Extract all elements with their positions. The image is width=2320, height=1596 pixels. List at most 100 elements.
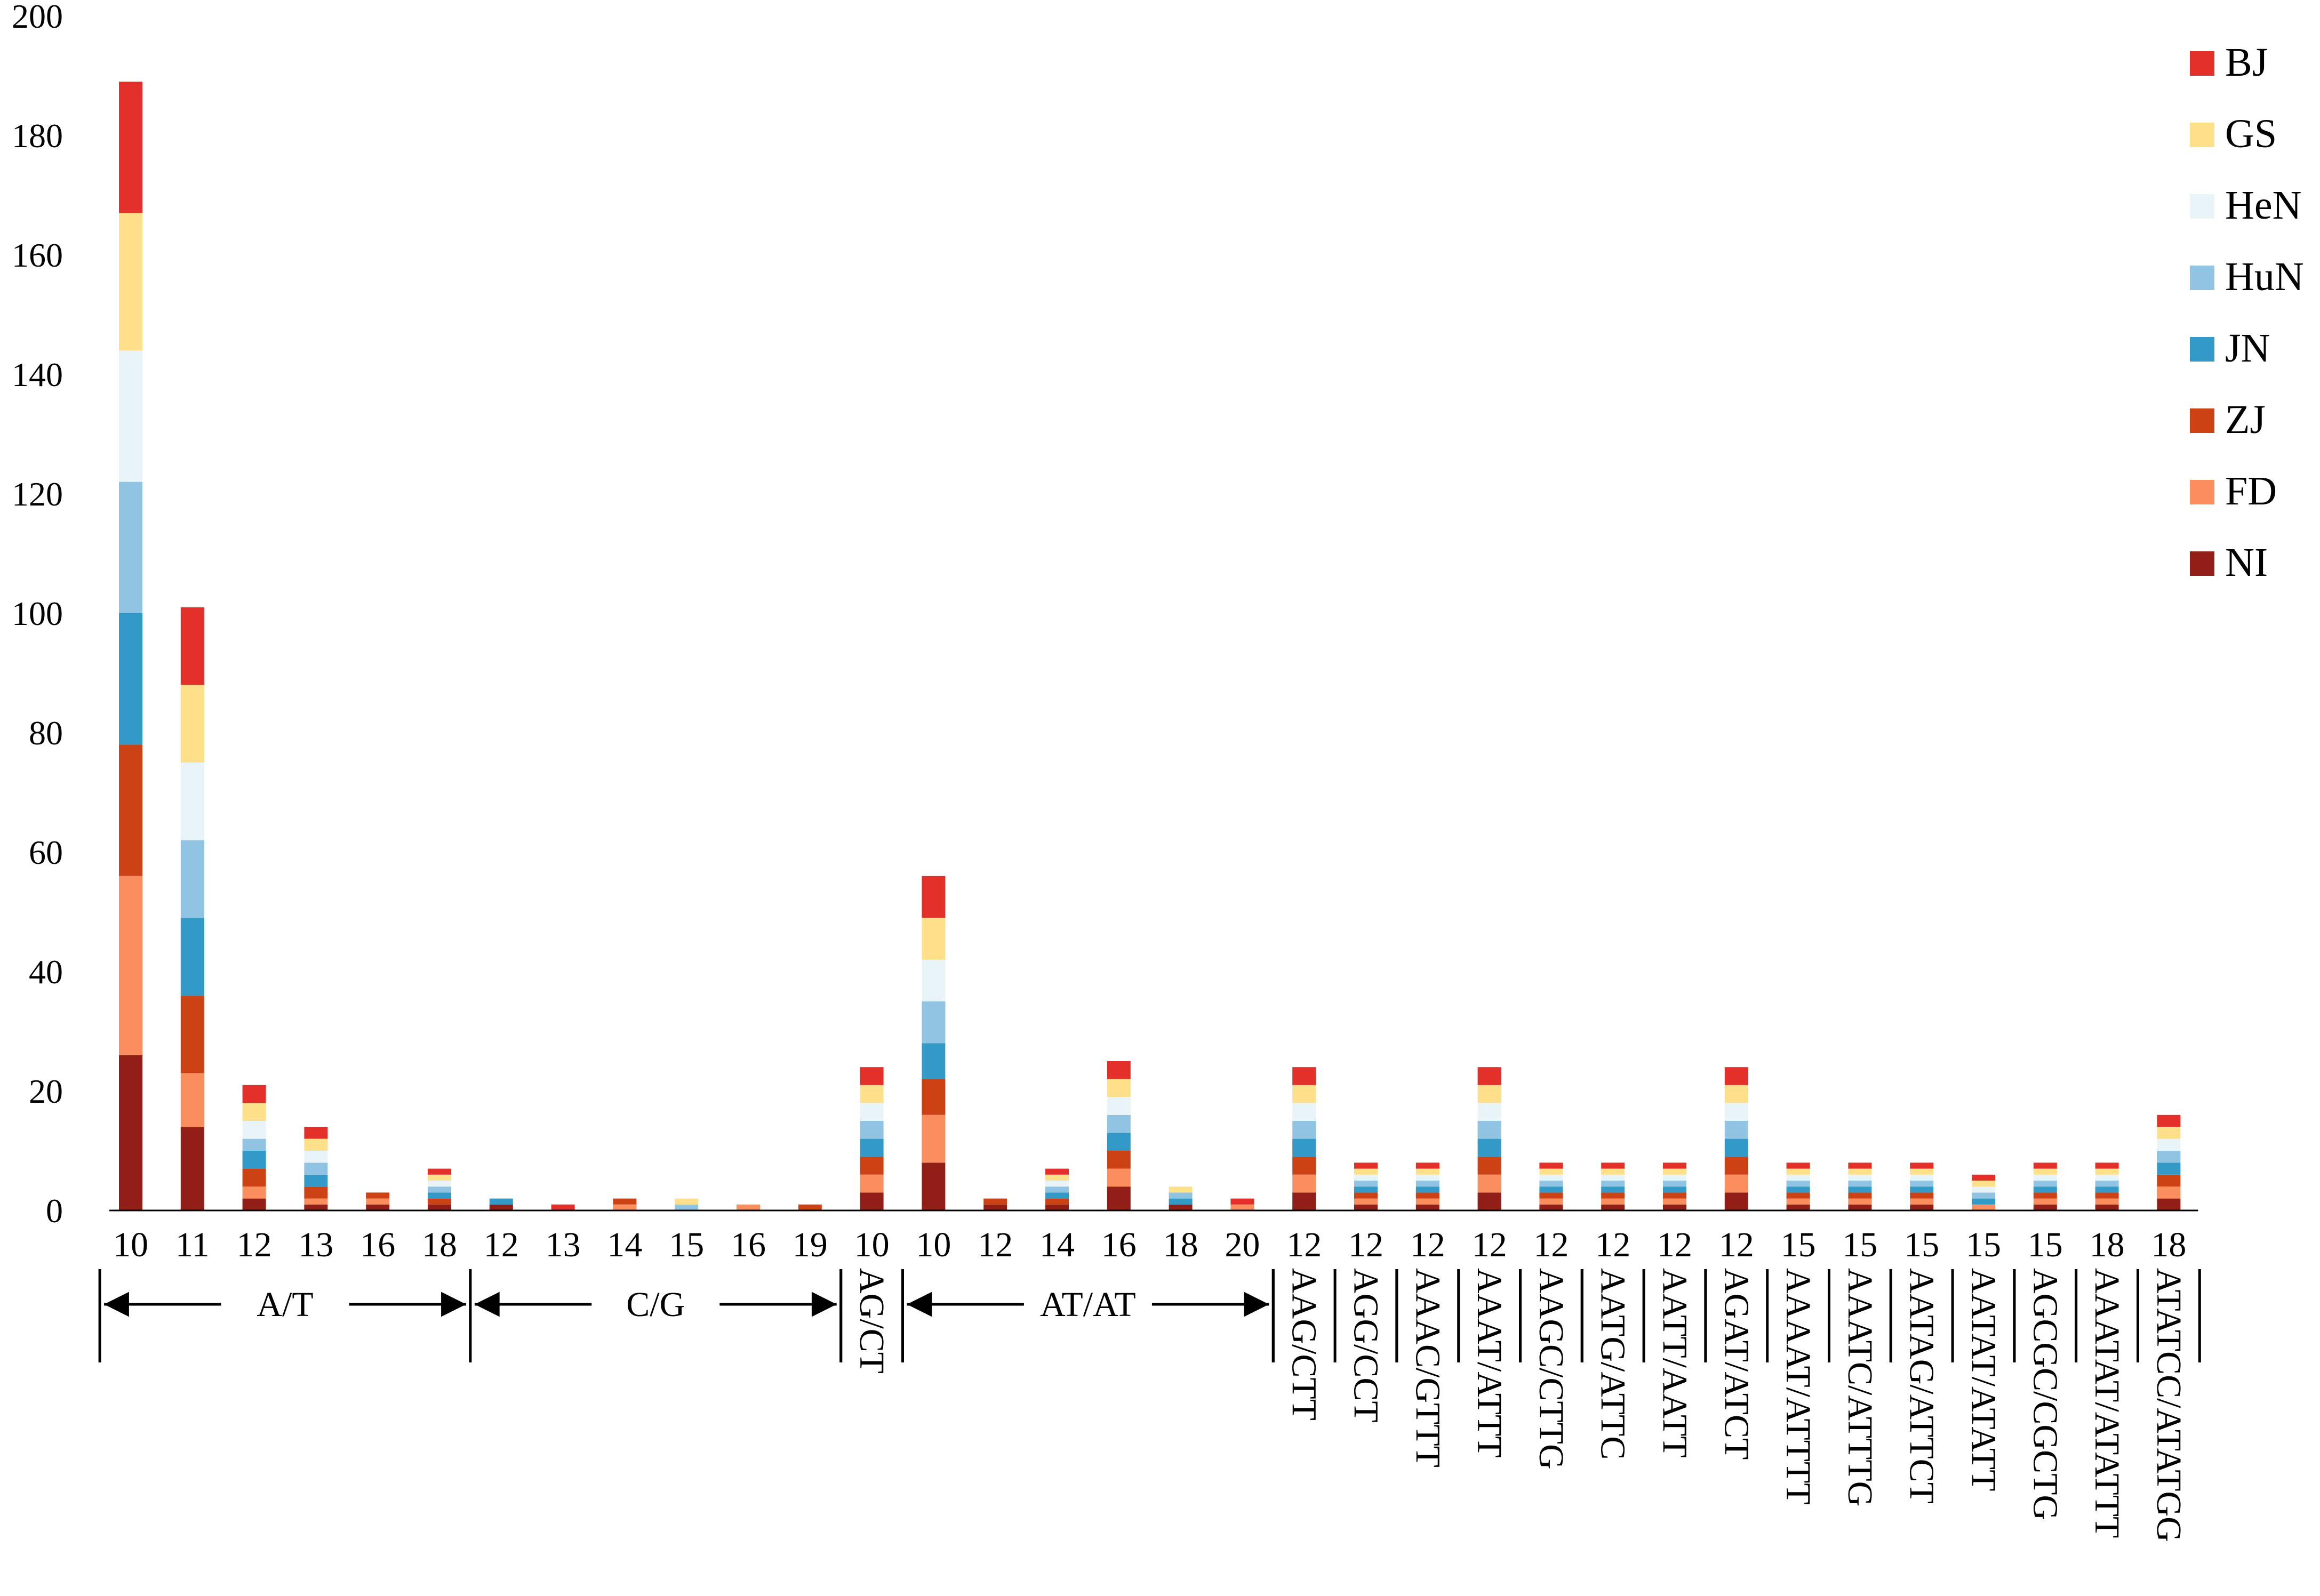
bar-stack [180,607,204,1210]
bar-segment-fd [1848,1198,1872,1205]
x-tick-label: 15 [1781,1225,1816,1264]
bar-segment-jn [1848,1186,1872,1193]
bar-segment-bj [1663,1162,1686,1169]
legend-label: BJ [2225,40,2268,85]
legend-label: HuN [2225,254,2304,299]
bar-segment-bj [1786,1162,1810,1169]
group-label-vertical: AGCGC/CGCTG [2026,1268,2065,1520]
bar-stack [1477,1067,1501,1210]
y-tick-label: 200 [12,0,63,35]
bar-segment-bj [1539,1162,1563,1169]
bar-segment-ni [1601,1204,1625,1210]
legend-swatch [2190,337,2214,362]
bar-segment-hun [860,1121,884,1139]
bar-segment-hun [1354,1181,1378,1187]
bar-segment-zj [304,1186,328,1199]
bar-segment-ni [1539,1204,1563,1210]
x-tick-label: 18 [2151,1225,2186,1264]
y-tick-label: 0 [46,1192,63,1230]
y-tick-label: 20 [29,1072,63,1110]
bar-segment-fd [1292,1174,1316,1193]
bar-segment-gs [2033,1168,2057,1175]
legend-swatch [2190,480,2214,504]
bar-segment-ni [2157,1198,2181,1210]
bar-segment-bj [1415,1162,1439,1169]
bar-segment-fd [1910,1198,1934,1205]
bar-segment-gs [1848,1168,1872,1175]
bar-segment-hun [1292,1121,1316,1139]
bar-segment-jn [119,613,142,745]
bar-segment-fd [180,1073,204,1127]
bar-segment-hun [1663,1181,1686,1187]
bar-segment-bj [242,1085,266,1103]
bar-segment-fd [613,1204,637,1210]
bar-segment-ni [1045,1204,1069,1210]
category-groups: A/T C/G AG/CT AT/AT AAG/CTT AGG/CCT AAAC/GTTT A… [98,1268,2201,1542]
bar-segment-gs [180,685,204,763]
bar-stack [922,876,946,1210]
bar-segment-gs [1724,1085,1748,1103]
bar-segment-hen [1663,1174,1686,1181]
bar-segment-gs [1539,1168,1563,1175]
bar-segment-gs [242,1103,266,1121]
bars [119,82,2181,1210]
bar-segment-hun [1045,1186,1069,1193]
bar-stack [1415,1162,1439,1210]
group-label-vertical: AAATAT/ATATTT [2087,1268,2126,1538]
bar-stack [1045,1168,1069,1210]
x-tick-label: 12 [1472,1225,1507,1264]
x-tick-label: 10 [113,1225,148,1264]
bar-segment-ni [1786,1204,1810,1210]
bar-segment-jn [1292,1138,1316,1157]
bar-segment-hen [922,959,946,1001]
bar-segment-gs [119,213,142,351]
x-tick-label: 11 [175,1225,210,1264]
bar-segment-jn [1477,1138,1501,1157]
bar-segment-hen [1539,1174,1563,1181]
group-label-vertical: AATAG/ATTCT [1902,1268,1941,1504]
bar-stack [675,1198,699,1210]
arrow-head [1244,1292,1269,1317]
bar-segment-bj [119,82,142,213]
x-tick-label: 15 [1842,1225,1877,1264]
bar-segment-gs [2095,1168,2119,1175]
legend-swatch [2190,194,2214,219]
bar-segment-jn [1724,1138,1748,1157]
bar-segment-hun [1724,1121,1748,1139]
bar-segment-ni [304,1204,328,1210]
bar-stack [1107,1061,1131,1210]
bar-segment-gs [1786,1168,1810,1175]
bar-segment-bj [1354,1162,1378,1169]
bar-segment-hun [119,482,142,613]
legend-swatch [2190,266,2214,290]
bar-stack [1848,1162,1872,1210]
group-label-vertical: AAAC/GTTT [1408,1268,1447,1467]
bar-segment-hun [1169,1192,1193,1199]
y-tick-label: 120 [12,475,63,513]
x-tick-label: 10 [854,1225,890,1264]
bar-segment-bj [1477,1067,1501,1085]
bar-segment-zj [613,1198,637,1205]
bar-segment-zj [798,1204,822,1210]
x-tick-label: 14 [1039,1225,1075,1264]
bar-segment-hen [1354,1174,1378,1181]
bar-segment-fd [1724,1174,1748,1193]
bar-segment-zj [428,1198,451,1205]
x-tick-label: 16 [360,1225,395,1264]
bar-segment-zj [2095,1192,2119,1199]
y-tick-label: 40 [29,953,63,991]
bar-stack [1230,1198,1254,1210]
bar-segment-gs [1415,1168,1439,1175]
bar-segment-jn [180,918,204,996]
bar-segment-ni [1107,1186,1131,1210]
bar-segment-ni [428,1204,451,1210]
x-tick-label: 16 [731,1225,766,1264]
bar-segment-hun [1972,1192,1995,1199]
bar-segment-hen [1910,1174,1934,1181]
bar-segment-zj [1415,1192,1439,1199]
y-tick-label: 180 [12,117,63,155]
bar-segment-zj [2157,1174,2181,1187]
group-label-vertical: AAGC/CTTG [1532,1268,1571,1470]
bar-segment-jn [1663,1186,1686,1193]
bar-segment-hen [2033,1174,2057,1181]
